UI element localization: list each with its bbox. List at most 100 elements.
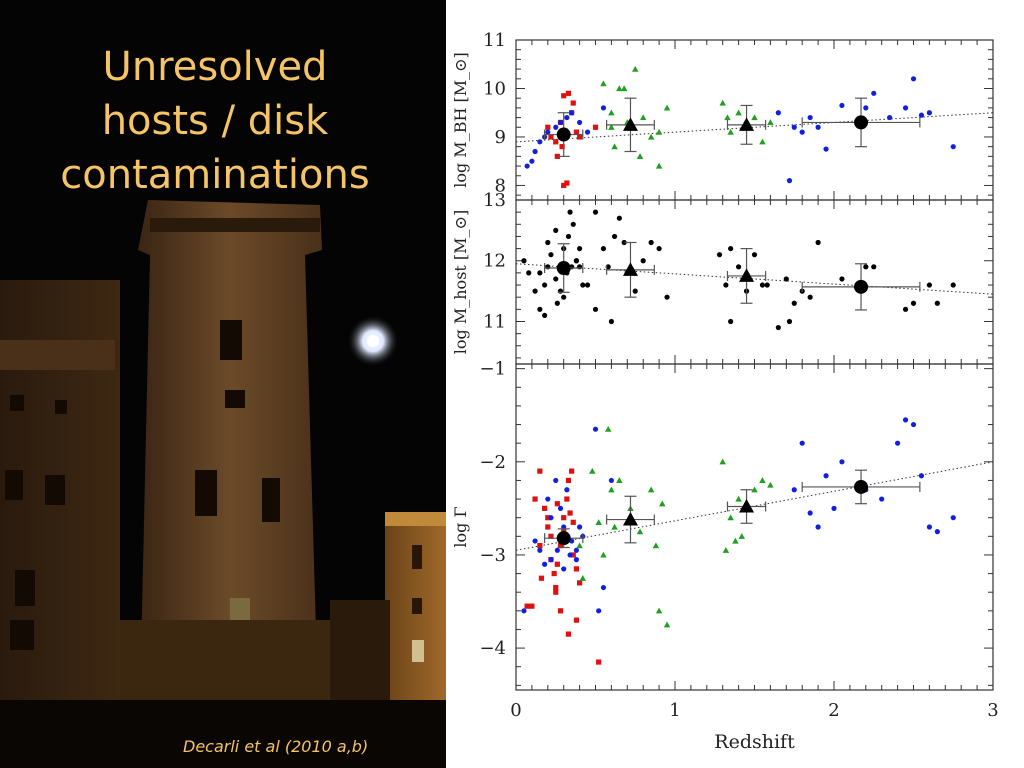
bottom-binned-point — [622, 512, 638, 526]
middle-black-point — [786, 318, 793, 325]
bottom-blue-point — [902, 417, 909, 423]
middle-black-point — [542, 282, 548, 288]
bottom-blue-point — [542, 561, 548, 567]
bottom-green-point — [600, 551, 607, 558]
middle-black-point — [573, 258, 580, 264]
top-blue-point — [524, 163, 530, 169]
middle-ytick-label: 12 — [483, 251, 506, 272]
top-blue-point — [887, 114, 893, 121]
bottom-green-point — [647, 486, 655, 493]
bottom-green-point — [722, 547, 730, 553]
middle-black-point — [863, 264, 869, 270]
middle-binned-point — [854, 279, 869, 294]
top-blue-point — [537, 139, 543, 145]
middle-black-point — [656, 245, 662, 252]
bottom-xtick-label: 3 — [987, 700, 998, 721]
middle-black-point — [926, 282, 932, 288]
top-red-point — [565, 90, 572, 96]
bottom-red-point — [570, 552, 576, 558]
top-green-point — [727, 128, 734, 135]
bottom-red-point — [553, 584, 559, 591]
bottom-red-point — [557, 543, 564, 549]
top-red-point — [561, 182, 567, 189]
bottom-green-point — [636, 528, 644, 535]
top-green-point — [608, 124, 615, 130]
top-blue-point — [564, 114, 570, 121]
middle-black-point — [570, 221, 576, 227]
middle-black-point — [553, 227, 559, 233]
bottom-blue-point — [537, 547, 543, 553]
middle-black-point — [557, 288, 564, 294]
middle-binned-point — [622, 262, 638, 276]
middle-black-point — [764, 282, 770, 288]
bottom-green-point — [652, 542, 660, 549]
middle-ytick-label: 11 — [483, 311, 506, 332]
bottom-red-point — [532, 496, 538, 502]
bottom-xlabel: Redshift — [714, 731, 795, 753]
top-ytick-label: 10 — [483, 78, 506, 99]
top-red-point — [592, 124, 599, 130]
middle-black-point — [592, 306, 599, 312]
bottom-green-point — [727, 514, 734, 521]
top-blue-point — [815, 124, 821, 130]
top-binned-point — [556, 127, 571, 142]
bottom-binned-point — [739, 499, 755, 513]
bottom-binned-point — [854, 479, 869, 494]
bottom-red-point — [554, 561, 560, 567]
bottom-blue-point — [926, 524, 932, 530]
bottom-xtick-label: 2 — [828, 700, 839, 721]
top-green-point — [611, 143, 618, 150]
bottom-blue-point — [557, 505, 564, 511]
middle-black-point — [640, 258, 646, 264]
middle-black-point — [728, 318, 734, 325]
middle-black-point — [664, 294, 670, 300]
middle-black-point — [950, 282, 956, 288]
bottom-red-point — [545, 524, 551, 530]
bottom-red-point — [554, 501, 560, 507]
bottom-panel-frame — [515, 363, 994, 691]
middle-black-point — [545, 239, 551, 246]
middle-black-point — [736, 264, 742, 270]
bottom-ylabel: log Γ — [451, 506, 470, 547]
top-binned-point — [622, 117, 638, 131]
top-green-point — [632, 65, 639, 72]
bottom-red-point — [545, 515, 551, 521]
middle-black-point — [526, 270, 532, 276]
top-ytick-label: 11 — [483, 30, 506, 51]
bottom-blue-point — [548, 557, 554, 563]
top-binned-point — [854, 115, 869, 130]
bottom-blue-point — [815, 524, 821, 530]
middle-black-point — [561, 294, 567, 300]
middle-black-point — [807, 294, 813, 300]
middle-black-point — [815, 239, 821, 246]
middle-black-point — [545, 264, 551, 270]
top-ylabel: log M_BH [M_⊙] — [451, 52, 470, 188]
middle-black-point — [910, 300, 917, 306]
middle-black-point — [584, 282, 591, 288]
top-blue-point — [577, 119, 583, 126]
bottom-blue-point — [879, 496, 885, 502]
top-red-point — [570, 100, 576, 106]
bottom-blue-point — [807, 510, 813, 516]
bottom-blue-point — [564, 487, 570, 493]
middle-black-point — [554, 300, 560, 306]
bottom-green-point — [767, 481, 774, 488]
top-red-point — [561, 93, 567, 99]
bottom-red-point — [542, 505, 548, 511]
bottom-blue-point — [791, 487, 797, 493]
top-blue-point — [532, 148, 538, 155]
bottom-blue-point — [600, 584, 607, 591]
top-blue-point — [529, 158, 535, 164]
bottom-blue-point — [895, 440, 901, 446]
bottom-red-point — [565, 631, 572, 637]
top-green-point — [608, 109, 615, 116]
bottom-ytick-label: −3 — [479, 545, 506, 566]
bottom-red-point — [565, 477, 572, 484]
middle-black-point — [521, 258, 527, 264]
bottom-red-point — [564, 496, 570, 502]
top-blue-point — [545, 129, 551, 135]
bottom-blue-point — [799, 440, 805, 446]
top-blue-point — [553, 124, 559, 130]
bottom-red-point — [570, 519, 576, 525]
bottom-blue-point — [910, 421, 917, 428]
